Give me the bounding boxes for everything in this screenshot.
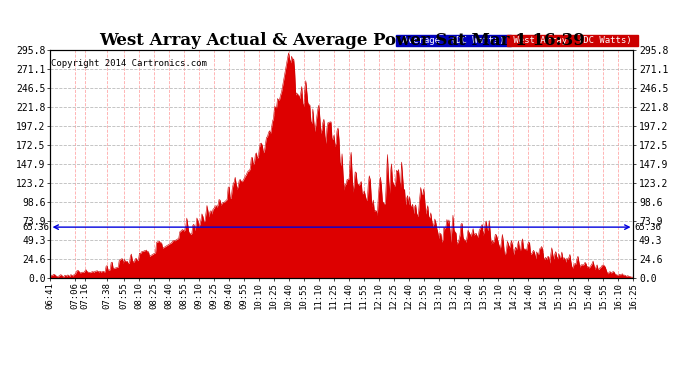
Text: Copyright 2014 Cartronics.com: Copyright 2014 Cartronics.com [51,58,207,68]
Text: West Array  (DC Watts): West Array (DC Watts) [508,36,637,45]
Text: 65.36: 65.36 [634,223,661,232]
Text: Average  (DC Watts): Average (DC Watts) [397,36,510,45]
Title: West Array Actual & Average Power Sat Mar 1 16:39: West Array Actual & Average Power Sat Ma… [99,32,584,50]
Text: 65.36: 65.36 [22,223,49,232]
